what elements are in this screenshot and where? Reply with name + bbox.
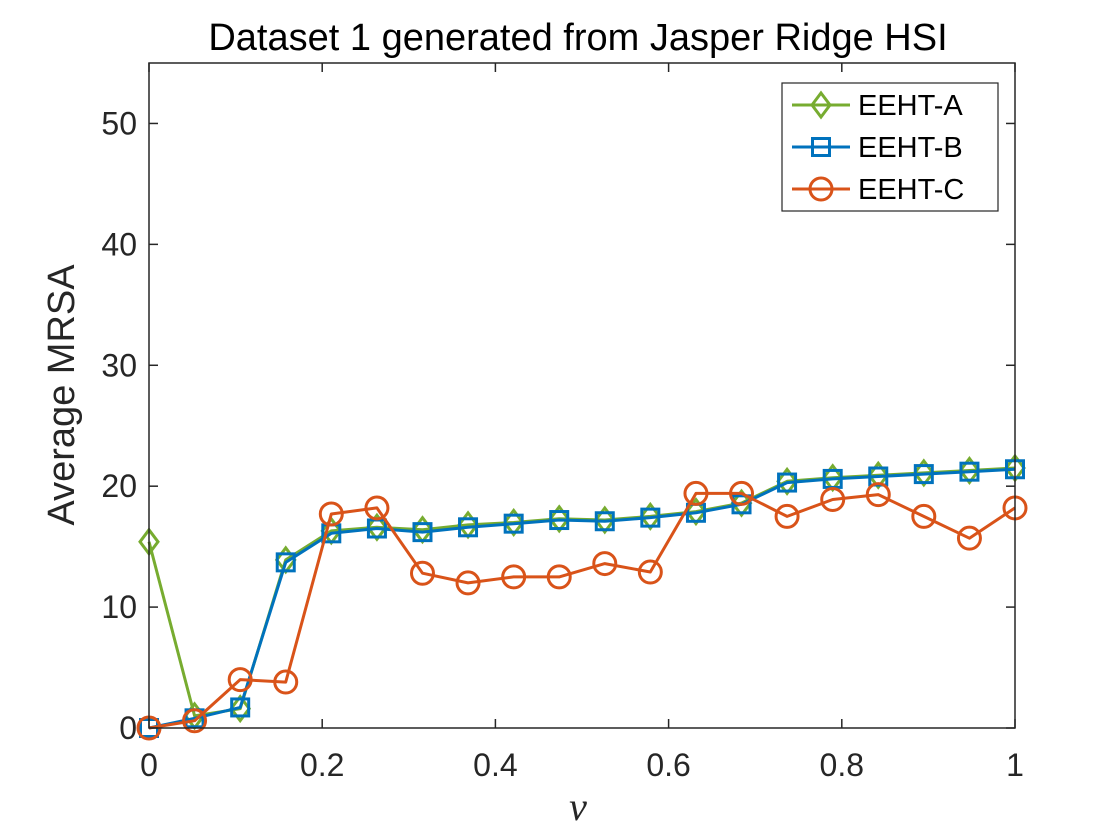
legend-item-eeht-a: EEHT-A (792, 90, 963, 122)
data-point-eeht-c (455, 570, 481, 596)
legend-item-eeht-b: EEHT-B (792, 132, 963, 164)
data-point-eeht-a (776, 466, 798, 496)
data-point-eeht-c (865, 482, 891, 508)
y-tick-label: 30 (101, 347, 137, 383)
legend: EEHT-A EEHT-B EEHT-C (781, 82, 999, 212)
y-tick-label: 0 (119, 710, 137, 746)
data-point-eeht-c (318, 501, 344, 527)
y-tick-label: 40 (101, 226, 137, 262)
data-point-eeht-b (275, 552, 296, 573)
data-point-eeht-b (959, 461, 980, 482)
data-point-eeht-a (502, 507, 525, 537)
data-point-eeht-c (182, 708, 208, 734)
x-axis-label: ν (569, 784, 587, 829)
data-point-eeht-c (956, 525, 982, 551)
data-point-eeht-a (548, 504, 571, 534)
legend-label-eeht-a: EEHT-A (858, 90, 963, 122)
plot-frame (148, 62, 1016, 729)
legend-item-eeht-c: EEHT-C (792, 174, 964, 206)
data-point-eeht-a (730, 488, 753, 518)
y-tick-label: 50 (101, 105, 137, 141)
x-axis-ticks: 0 0.2 0.4 0.6 0.8 1 (140, 63, 1024, 783)
y-tick-label: 10 (101, 589, 137, 625)
series-eeht-c (136, 480, 1028, 741)
data-point-eeht-c (820, 486, 846, 512)
x-tick-label: 0.2 (300, 747, 344, 783)
legend-marker-eeht-a (810, 90, 832, 120)
data-point-eeht-b (458, 517, 479, 538)
data-point-eeht-a (593, 505, 616, 535)
data-point-eeht-b (913, 464, 934, 485)
legend-marker-eeht-c (808, 176, 834, 202)
data-point-eeht-b (594, 511, 615, 532)
data-point-eeht-b (731, 494, 752, 515)
legend-marker-eeht-b (811, 137, 831, 157)
data-point-eeht-a (229, 694, 252, 724)
x-tick-label: 1 (1006, 747, 1024, 783)
data-point-eeht-c (683, 480, 709, 506)
data-point-eeht-b (412, 522, 433, 543)
data-point-eeht-c (592, 551, 618, 577)
data-point-eeht-a (685, 497, 707, 527)
x-tick-label: 0.6 (646, 747, 690, 783)
x-tick-label: 0 (140, 747, 158, 783)
data-point-eeht-c (409, 560, 435, 586)
data-point-eeht-c (273, 669, 299, 695)
data-point-eeht-b (640, 507, 661, 528)
data-point-eeht-c (546, 564, 572, 590)
data-point-eeht-b (777, 472, 798, 493)
data-point-eeht-c (774, 503, 800, 529)
x-tick-label: 0.8 (820, 747, 864, 783)
series-line-eeht-c (148, 491, 1016, 730)
chart-title: Dataset 1 generated from Jasper Ridge HS… (208, 17, 947, 59)
x-tick-label: 0.4 (473, 747, 517, 783)
legend-label-eeht-b: EEHT-B (858, 132, 963, 164)
data-point-eeht-c (364, 495, 390, 521)
data-point-eeht-c (501, 564, 527, 590)
y-tick-label: 20 (101, 468, 137, 504)
data-point-eeht-a (867, 460, 890, 490)
data-point-eeht-a (958, 455, 981, 485)
data-point-eeht-c (729, 480, 755, 506)
data-point-eeht-b (230, 697, 251, 718)
y-axis-label: Average MRSA (41, 264, 83, 526)
data-point-eeht-a (912, 458, 935, 488)
data-point-eeht-c (637, 559, 663, 585)
data-point-eeht-a (366, 512, 388, 542)
data-point-eeht-b (503, 513, 524, 534)
data-point-eeht-b (549, 510, 570, 531)
legend-label-eeht-c: EEHT-C (858, 174, 964, 206)
data-point-eeht-c (227, 667, 253, 693)
series-eeht-b (139, 459, 1025, 738)
data-point-eeht-a (639, 501, 662, 531)
y-axis-ticks: 0 10 20 30 40 50 (101, 105, 1015, 746)
data-point-eeht-c (911, 503, 937, 529)
plot-area (136, 453, 1028, 741)
